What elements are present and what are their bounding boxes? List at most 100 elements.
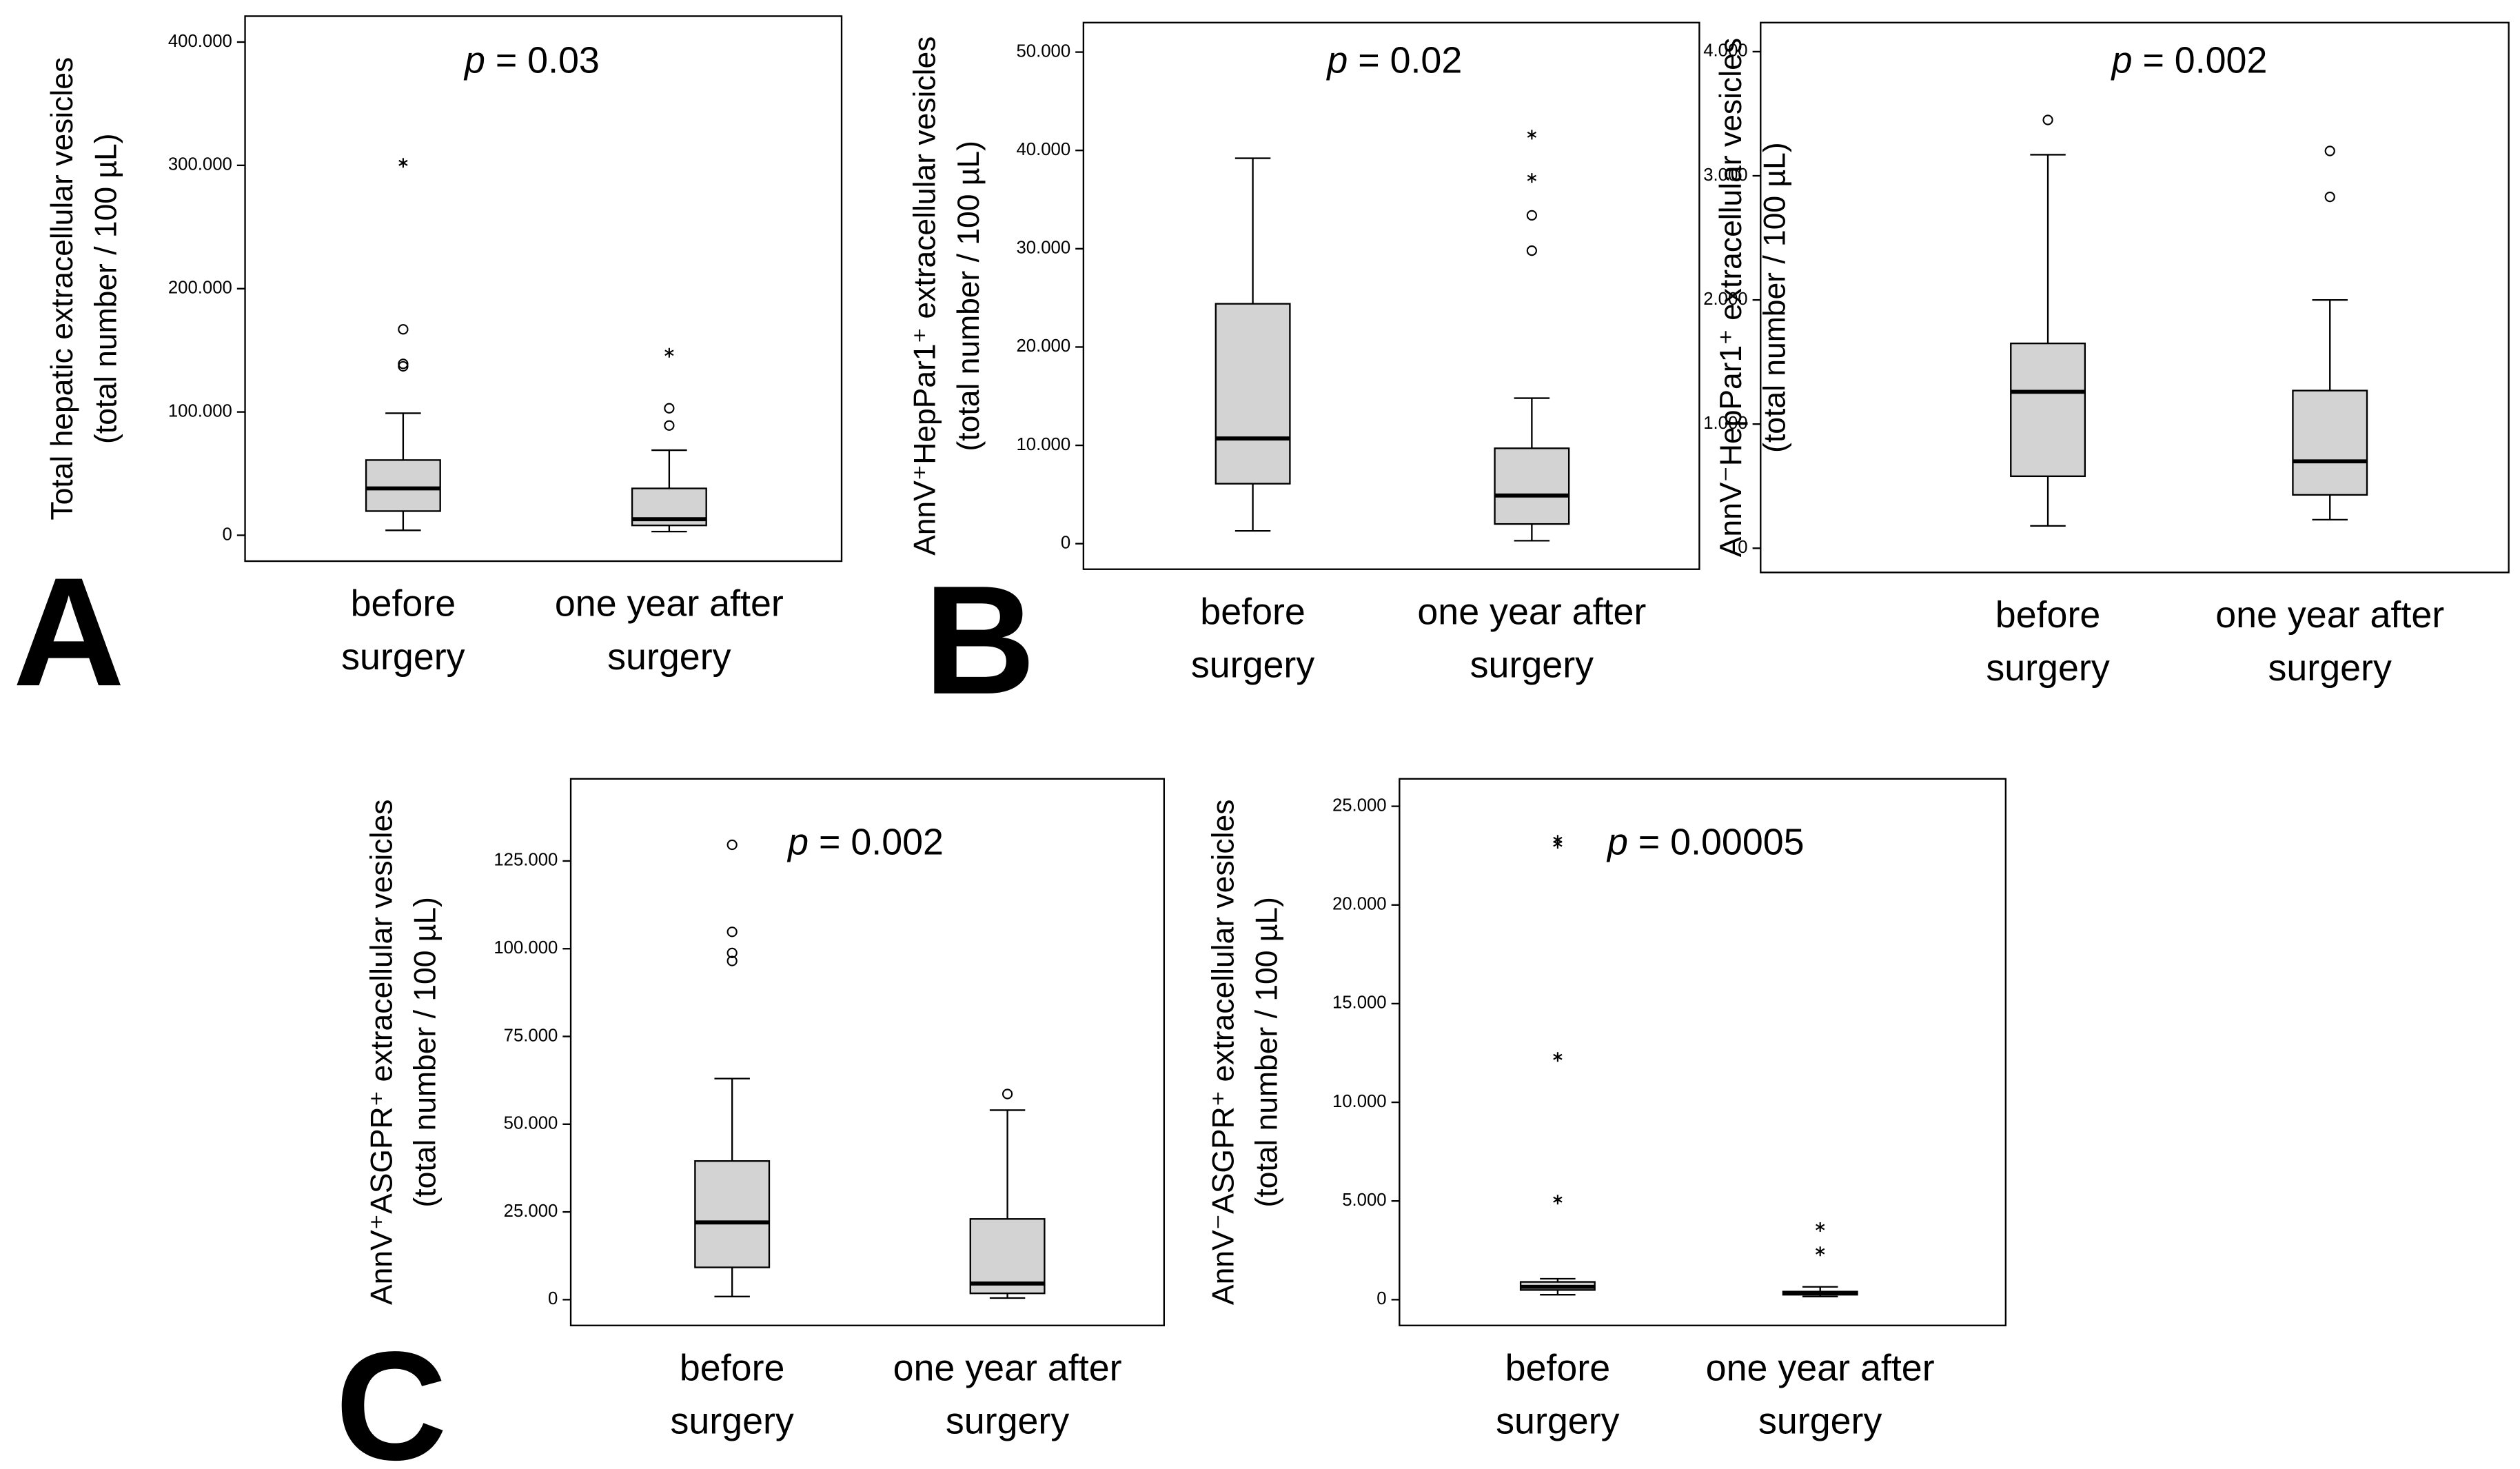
y-tick-label: 4.000 [1703,41,1747,61]
outlier [1526,210,1537,221]
x-tick-label: one year after surgery [2215,593,2445,689]
plot-frame [1399,778,2006,1326]
outlier [664,403,675,414]
x-tick-label: before surgery [341,582,465,678]
y-axis-label: (total number / 100 µL) [409,897,443,1207]
y-tick-label: 2.000 [1703,290,1747,309]
outlier [1002,1088,1013,1100]
y-tick-label: 125.000 [494,851,558,870]
x-tick-label: before surgery [1496,1346,1620,1442]
y-tick-label: 20.000 [1332,895,1387,914]
plot-frame [244,15,843,563]
x-tick-label-box: one year after surgery [893,1346,1122,1442]
y-tick-label: 100.000 [494,938,558,958]
y-tick-label: 300.000 [168,155,232,174]
p-value: p = 0.002 [2111,39,2268,81]
x-tick-label: one year after surgery [1705,1346,1935,1442]
y-tick-label: 0 [548,1289,558,1308]
y-axis-label: AnnV⁻HepPar1⁺ extracellular vesicles [1714,38,1748,557]
box [969,1218,1046,1295]
p-value-text: = 0.002 [809,822,944,863]
outlier [2042,114,2053,125]
panel-label: C [336,1319,447,1469]
outlier [1526,245,1537,256]
y-tick-label: 0 [1738,538,1747,557]
outlier [2324,145,2335,156]
x-tick-label: before surgery [670,1346,794,1442]
extreme [664,347,674,358]
x-tick-label: one year after surgery [893,1346,1122,1442]
p-symbol: p [1606,822,1628,863]
x-tick-label-box: one year after surgery [1705,1346,1935,1442]
p-value-text: = 0.03 [485,39,600,81]
y-tick-label: 400.000 [168,32,232,51]
box [1494,447,1570,525]
p-value-text: = 0.002 [2133,39,2268,81]
extreme [1553,1195,1563,1205]
p-value: p = 0.00005 [1606,822,1805,863]
y-tick-label: 10.000 [1016,435,1070,454]
x-tick-label: one year after surgery [1417,590,1647,686]
box [365,459,441,512]
y-tick-label: 200.000 [168,278,232,298]
y-tick-label: 5.000 [1342,1191,1386,1210]
y-tick-label: 20.000 [1016,336,1070,356]
x-tick-label: before surgery [1986,593,2110,689]
y-axis-label: (total number / 100 µL) [1758,142,1791,452]
y-axis-label: AnnV⁻ASGPR⁺ extracellular vesicles [1206,800,1240,1306]
outlier [664,420,675,431]
y-tick-label: 100.000 [168,401,232,421]
outlier [726,947,738,958]
x-tick-label-box: one year after surgery [2215,593,2445,689]
outlier [398,324,409,335]
x-tick-label-box: before surgery [1496,1346,1620,1442]
panel-label: A [13,545,125,718]
y-tick-label: 1.000 [1703,414,1747,433]
x-tick-label-box: one year after surgery [1417,590,1647,686]
x-tick-label-box: one year after surgery [554,582,784,678]
p-symbol: p [463,39,485,81]
y-axis-label: Total hepatic extracellular vesicles [45,57,79,520]
y-tick-label: 15.000 [1332,993,1387,1013]
panel-label: B [924,554,1035,727]
x-tick-label: before surgery [1190,590,1315,686]
box [1215,303,1291,485]
y-tick-label: 0 [1376,1289,1386,1308]
y-tick-label: 40.000 [1016,140,1070,159]
box [694,1160,771,1268]
p-symbol: p [2111,39,2133,81]
y-axis-label: (total number / 100 µL) [1250,897,1284,1207]
x-tick-label: one year after surgery [554,582,784,678]
box [2292,389,2368,496]
extreme [1816,1246,1825,1257]
outlier [726,839,738,851]
p-value-text: = 0.02 [1348,39,1462,81]
extreme [1816,1222,1825,1233]
box [2010,342,2086,478]
extreme [1553,1052,1563,1062]
p-symbol: p [786,822,809,863]
extreme [1553,838,1563,849]
y-tick-label: 50.000 [504,1114,558,1133]
y-axis-label: AnnV⁺ASGPR⁺ extracellular vesicles [365,800,398,1306]
y-tick-label: 0 [223,525,232,544]
x-tick-label-box: before surgery [341,582,465,678]
x-tick-label-box: before surgery [670,1346,794,1442]
x-tick-label-box: before surgery [1190,590,1315,686]
y-tick-label: 50.000 [1016,41,1070,61]
outlier [726,955,738,966]
y-axis-label: (total number / 100 µL) [89,134,123,444]
outlier [2324,192,2335,203]
extreme [1527,130,1536,140]
y-tick-label: 25.000 [504,1202,558,1221]
plot-frame [1760,21,2510,574]
extreme [398,158,408,168]
extreme [1527,173,1536,183]
p-value: p = 0.002 [786,822,944,863]
y-tick-label: 25.000 [1332,796,1387,815]
x-tick-label-box: before surgery [1986,593,2110,689]
p-symbol: p [1325,39,1348,81]
p-value: p = 0.02 [1325,39,1462,81]
